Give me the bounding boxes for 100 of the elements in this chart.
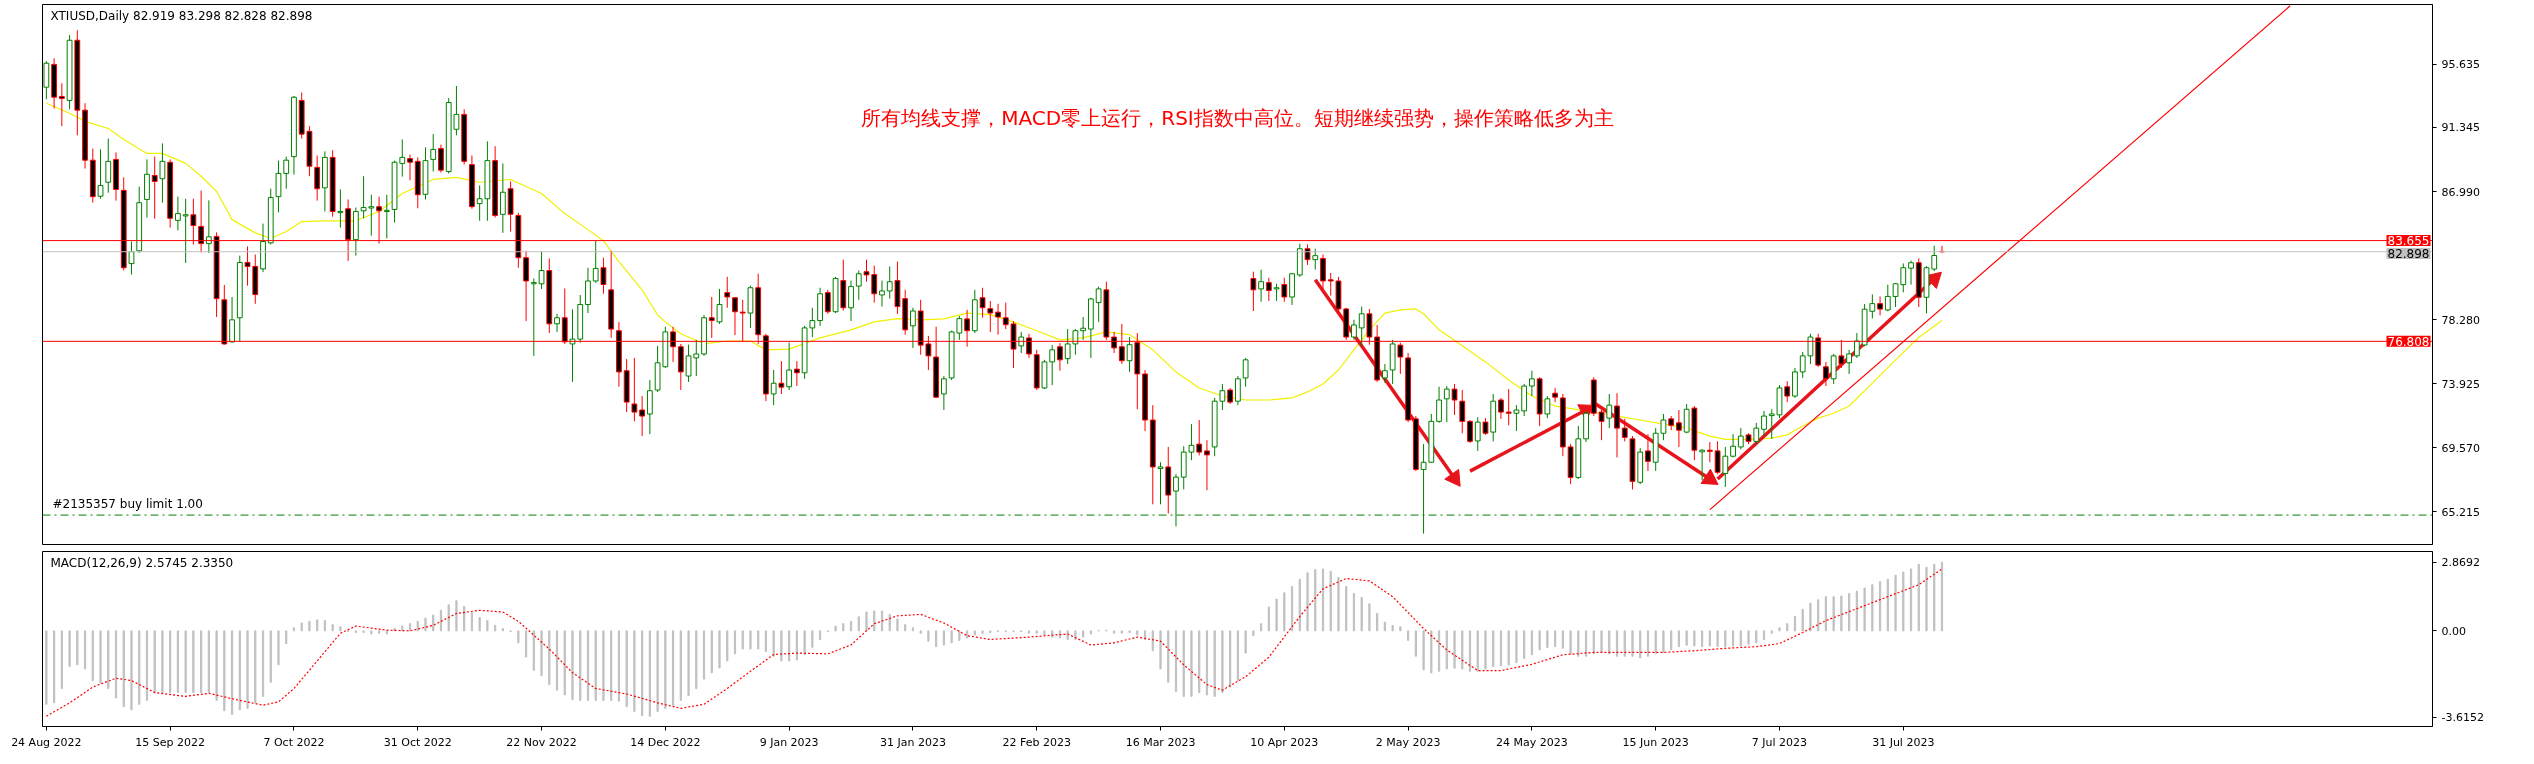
- annotation: 所有均线支撑，MACD零上运行，RSI指数中高位。短期继续强势，操作策略低多为主: [861, 105, 1614, 130]
- candlestick: [97, 148, 104, 200]
- candlestick: [1242, 357, 1249, 388]
- candlestick: [592, 240, 599, 284]
- candlestick: [105, 138, 112, 194]
- y-tick-label: 2.8692: [2441, 556, 2480, 570]
- candlestick: [128, 241, 135, 275]
- candlestick: [1281, 277, 1288, 303]
- x-tick-label: 15 Jun 2023: [1622, 735, 1689, 749]
- x-tick-label: 24 Aug 2022: [11, 735, 82, 749]
- candlestick: [848, 280, 854, 322]
- y-tick-label: 73.925: [2441, 377, 2480, 391]
- line-series: [45, 102, 1943, 440]
- candlestick: [585, 267, 591, 314]
- candlestick: [151, 156, 158, 220]
- y-tick-label: 78.280: [2441, 313, 2480, 327]
- candlestick: [1157, 461, 1164, 505]
- candlestick: [430, 133, 437, 172]
- candlestick: [1498, 397, 1504, 420]
- ref-line-label: 82.898: [2387, 247, 2430, 262]
- candlestick: [58, 82, 65, 127]
- chart-title: MACD(12,26,9) 2.5745 2.3350: [50, 555, 234, 570]
- x-tick-label: 10 Apr 2023: [1250, 735, 1319, 749]
- y-tick-label: 69.570: [2441, 441, 2480, 455]
- candlestick: [979, 287, 986, 319]
- candlestick: [1513, 404, 1520, 432]
- candlestick: [1219, 383, 1226, 411]
- candlestick: [1714, 440, 1721, 475]
- candlestick: [1614, 392, 1620, 458]
- candlestick: [824, 289, 831, 315]
- candlestick: [1049, 344, 1056, 386]
- candlestick: [175, 196, 181, 231]
- y-tick-label: 0.00: [2441, 624, 2466, 638]
- candlestick: [732, 296, 738, 336]
- x-tick-label: 2 May 2023: [1375, 735, 1441, 749]
- x-tick-label: 9 Jan 2023: [759, 735, 819, 749]
- candlestick: [1846, 349, 1853, 375]
- candlestick: [1621, 418, 1628, 442]
- candlestick: [1196, 419, 1203, 456]
- candlestick: [1289, 272, 1295, 306]
- candlestick: [1474, 416, 1481, 452]
- candlestick: [886, 265, 893, 300]
- candlestick: [1908, 260, 1914, 286]
- x-tick-label: 31 Jul 2023: [1872, 735, 1935, 749]
- x-tick-label: 31 Jan 2023: [879, 735, 946, 749]
- x-tick-label: 24 May 2023: [1496, 735, 1568, 749]
- candlestick: [1645, 433, 1651, 472]
- ref-line-label: 76.808: [2387, 334, 2430, 349]
- candlestick: [1072, 328, 1079, 356]
- candlestick: [995, 303, 1001, 336]
- candlestick: [879, 280, 885, 308]
- candlestick: [314, 154, 321, 202]
- ref-line-label: #2135357 buy limit 1.00: [52, 497, 203, 512]
- candlestick: [1258, 269, 1264, 303]
- candlestick: [600, 257, 607, 295]
- candlestick: [1351, 319, 1357, 341]
- x-tick-label: 22 Feb 2023: [1002, 735, 1071, 749]
- candlestick: [1660, 413, 1667, 441]
- candlestick: [476, 184, 483, 222]
- candlestick: [1265, 277, 1272, 302]
- candlestick: [1436, 386, 1442, 424]
- candlestick: [1823, 361, 1829, 387]
- candlestick: [1443, 385, 1450, 423]
- candlestick: [631, 357, 638, 422]
- candlestick: [1064, 328, 1071, 365]
- candlestick: [407, 154, 413, 181]
- candlestick: [793, 360, 800, 387]
- candlestick: [438, 144, 444, 174]
- candlestick: [205, 199, 212, 254]
- candlestick: [159, 142, 166, 204]
- candlestick: [1683, 403, 1690, 434]
- candlestick: [1737, 427, 1744, 450]
- candlestick: [1312, 248, 1319, 271]
- candlestick: [809, 307, 816, 338]
- candlestick: [1358, 306, 1365, 347]
- candlestick: [639, 395, 646, 437]
- x-tick-label: 7 Oct 2022: [263, 735, 325, 749]
- candlestick: [770, 369, 777, 406]
- candlestick: [1505, 388, 1512, 426]
- candlestick: [1722, 446, 1729, 488]
- candlestick: [1853, 332, 1860, 359]
- candlestick: [940, 375, 947, 411]
- candlestick: [724, 276, 731, 309]
- candlestick: [1080, 316, 1087, 341]
- candlestick: [716, 288, 723, 325]
- candlestick: [1884, 284, 1891, 312]
- candlestick: [708, 296, 715, 339]
- y-tick-label: -3.6152: [2441, 711, 2484, 725]
- candlestick: [1784, 380, 1791, 403]
- candlestick: [554, 313, 560, 333]
- y-tick-label: 91.345: [2441, 121, 2480, 135]
- candlestick: [1761, 410, 1767, 437]
- x-tick-label: 7 Jul 2023: [1751, 735, 1808, 749]
- x-tick-label: 14 Dec 2022: [630, 735, 701, 749]
- candlestick: [987, 300, 994, 333]
- candlestick: [778, 360, 785, 395]
- candlestick: [1830, 353, 1837, 385]
- candlestick: [1188, 423, 1195, 461]
- candlestick: [1451, 383, 1458, 416]
- candlestick: [646, 379, 653, 435]
